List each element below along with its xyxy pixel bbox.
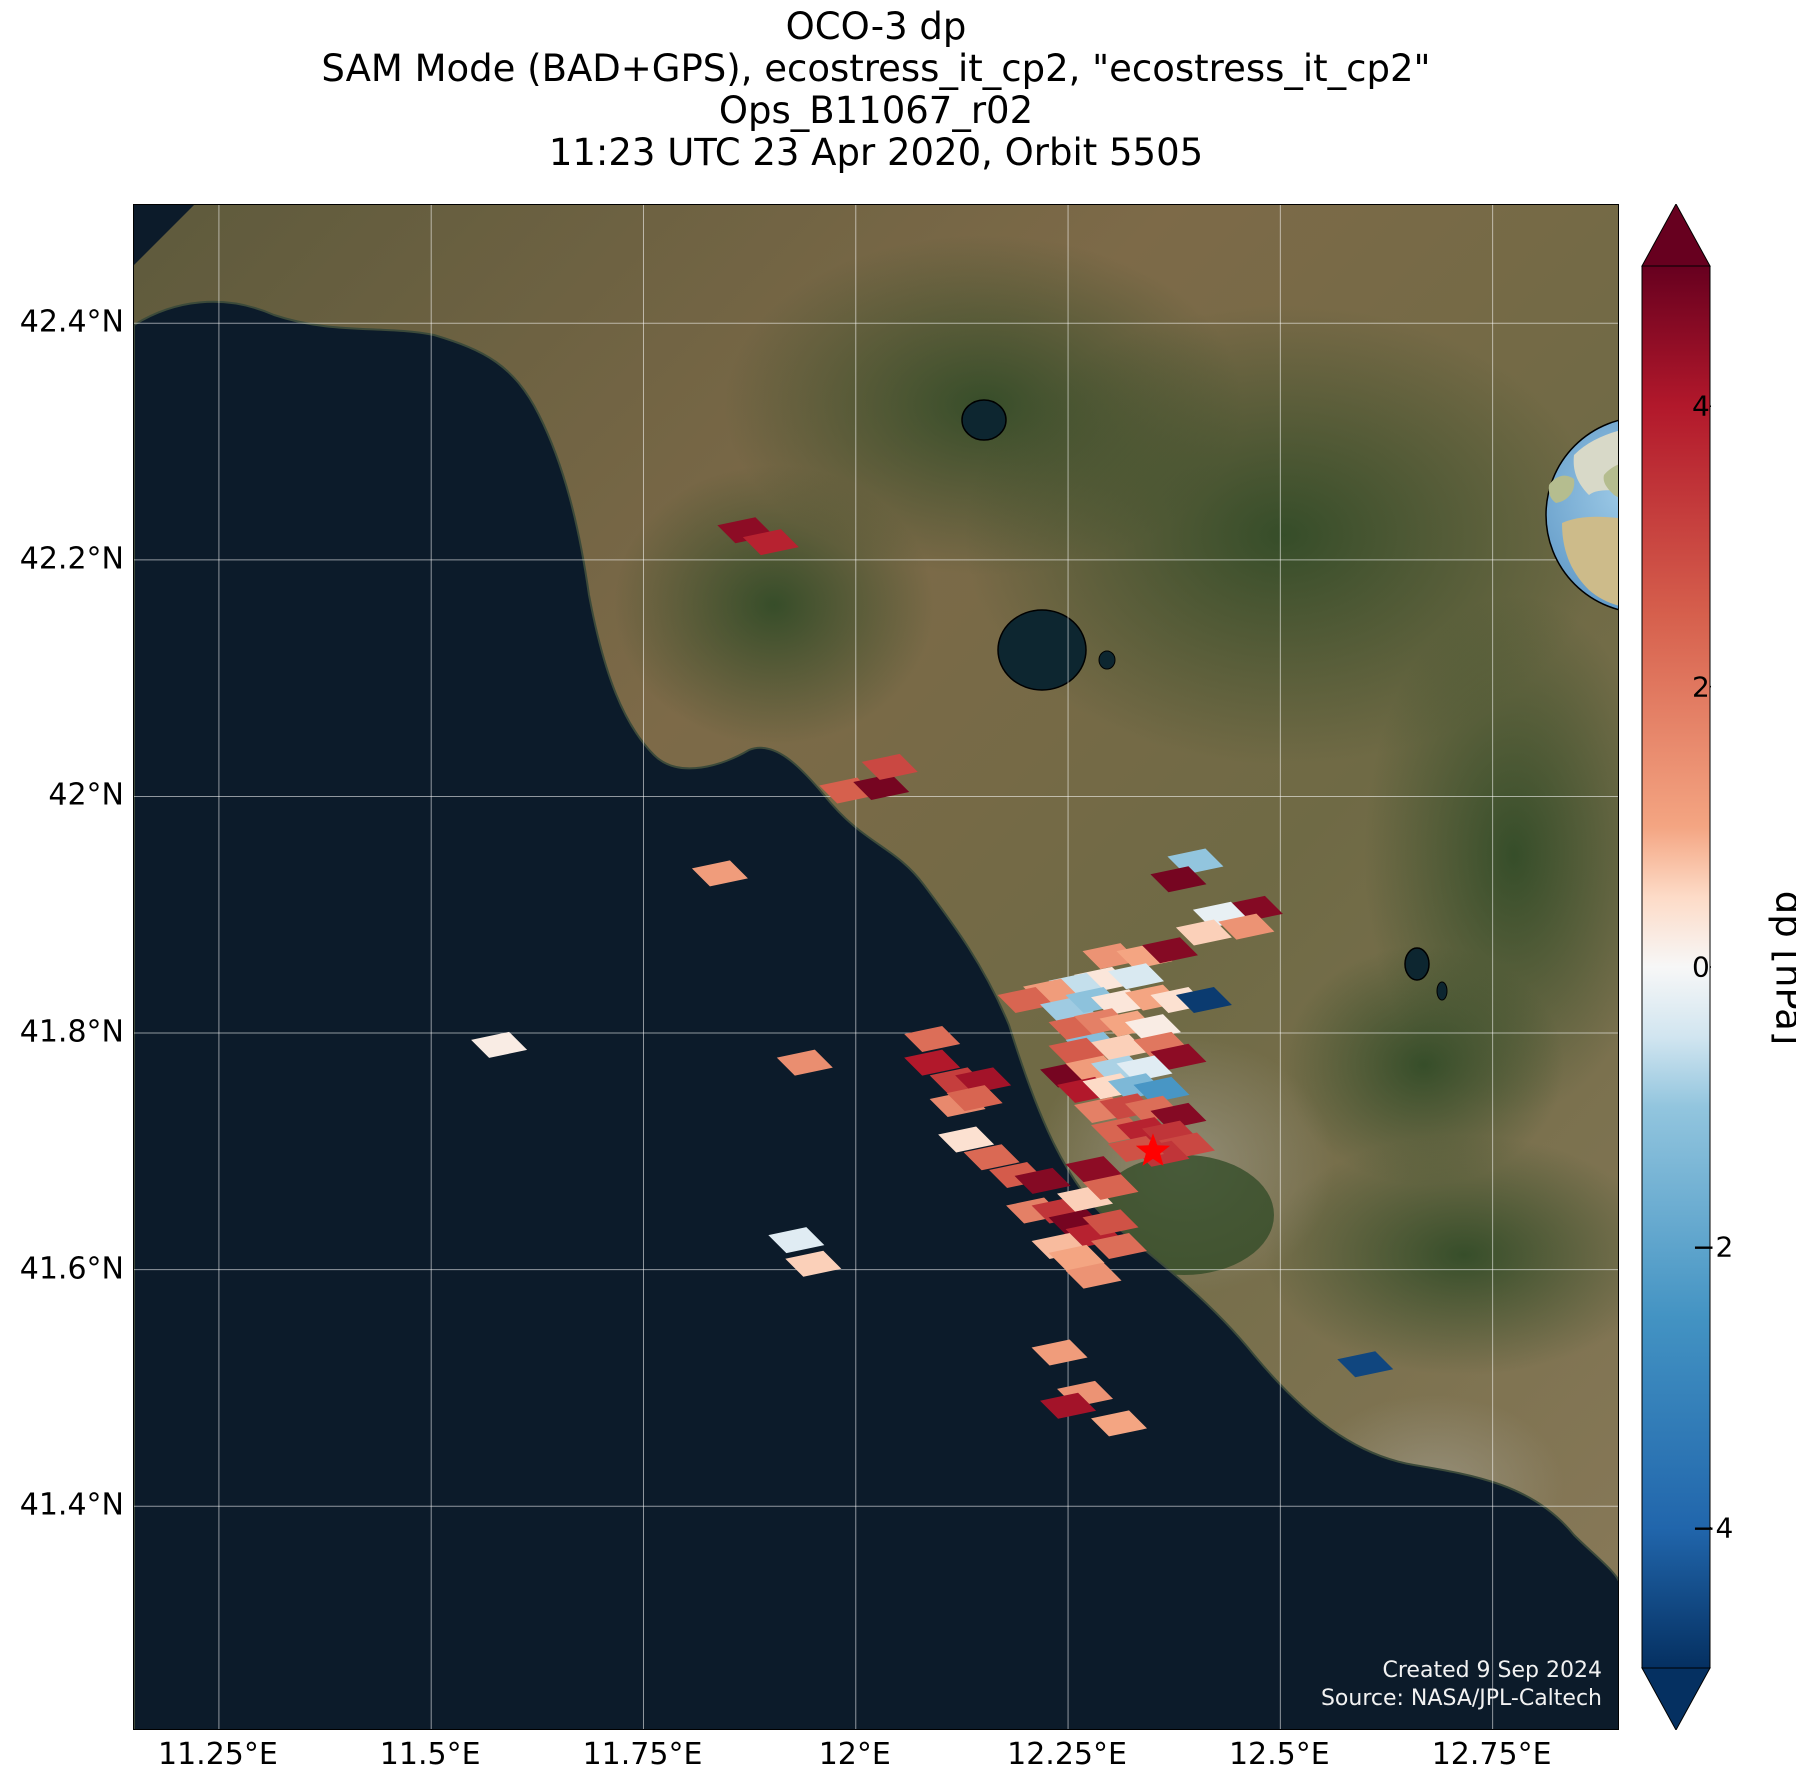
lake-bracciano bbox=[997, 609, 1087, 691]
colorbar-label: dp [hPa] bbox=[1767, 890, 1796, 1046]
sounding-footprint bbox=[691, 860, 748, 887]
sounding-footprint bbox=[742, 529, 799, 556]
x-tick-label: 12.5°E bbox=[1228, 1737, 1330, 1772]
sounding-footprint bbox=[938, 1126, 995, 1153]
credit-created: Created 9 Sep 2024 bbox=[1382, 1658, 1603, 1683]
sounding-footprint bbox=[1150, 1102, 1207, 1129]
y-tick-label: 41.6°N bbox=[19, 1251, 124, 1287]
sounding-footprint bbox=[946, 1085, 1003, 1112]
sounding-footprint bbox=[1065, 1156, 1122, 1183]
sounding-footprint bbox=[853, 774, 910, 801]
chart-title: OCO-3 dp SAM Mode (BAD+GPS), ecostress_i… bbox=[133, 6, 1619, 174]
credit-text: Created 9 Sep 2024 Source: NASA/JPL-Calt… bbox=[1321, 1657, 1618, 1713]
sounding-footprint bbox=[1175, 986, 1232, 1013]
sounding-footprint bbox=[1048, 1037, 1105, 1064]
colorbar-tick-label: 4 bbox=[1692, 389, 1710, 423]
sounding-footprint bbox=[904, 1025, 961, 1052]
lake-albano bbox=[1404, 947, 1430, 981]
title-line-2: SAM Mode (BAD+GPS), ecostress_it_cp2, "e… bbox=[321, 47, 1431, 90]
title-line-3: Ops_B11067_r02 bbox=[718, 89, 1034, 132]
lake-vico bbox=[961, 399, 1007, 441]
sounding-footprint bbox=[1107, 963, 1164, 990]
inset-globe bbox=[1545, 419, 1618, 611]
sounding-footprint bbox=[1014, 1167, 1071, 1194]
sounding-footprint bbox=[1337, 1351, 1394, 1378]
x-tick-label: 11.25°E bbox=[157, 1737, 278, 1772]
sounding-footprint bbox=[904, 1049, 961, 1076]
map-panel: Created 9 Sep 2024 Source: NASA/JPL-Calt… bbox=[133, 204, 1619, 1730]
y-tick-label: 42.2°N bbox=[19, 541, 124, 577]
sounding-footprint bbox=[1141, 937, 1198, 964]
sounding-footprint bbox=[785, 1250, 842, 1277]
forest-area bbox=[1284, 945, 1564, 1185]
x-tick-label: 12.75°E bbox=[1431, 1737, 1552, 1772]
globe-greenland bbox=[1548, 475, 1575, 503]
x-tick-label: 11.75°E bbox=[582, 1737, 703, 1772]
x-tick-label: 12°E bbox=[818, 1737, 891, 1772]
sounding-footprint bbox=[1082, 1209, 1139, 1236]
x-tick-label: 12.25°E bbox=[1007, 1737, 1127, 1772]
sounding-footprint bbox=[1091, 1232, 1148, 1259]
globe-europe-asia bbox=[1603, 464, 1618, 498]
sounding-footprint bbox=[955, 1067, 1012, 1094]
sounding-footprint bbox=[1091, 1034, 1148, 1061]
y-tick-label: 42°N bbox=[48, 777, 124, 813]
sounding-footprint bbox=[861, 753, 918, 780]
globe-africa bbox=[1562, 516, 1618, 606]
sounding-footprint bbox=[1040, 1392, 1097, 1419]
sounding-footprint bbox=[1048, 1244, 1105, 1271]
y-tick-label: 41.8°N bbox=[19, 1014, 124, 1050]
star-icon bbox=[1135, 1133, 1171, 1166]
sounding-footprint bbox=[1031, 1339, 1088, 1366]
title-line-4: 11:23 UTC 23 Apr 2020, Orbit 5505 bbox=[548, 131, 1204, 174]
credit-source: Source: NASA/JPL-Caltech bbox=[1320, 1686, 1602, 1711]
sounding-footprint bbox=[1116, 1055, 1173, 1082]
forest-area bbox=[1264, 1135, 1618, 1375]
sounding-footprint bbox=[776, 1049, 833, 1076]
y-tick-label: 42.4°N bbox=[19, 304, 124, 340]
sounding-footprint bbox=[1218, 913, 1275, 940]
lake-nemi bbox=[1436, 981, 1448, 1001]
sounding-footprint bbox=[1133, 1076, 1190, 1103]
map-canvas bbox=[134, 205, 1618, 1729]
colorbar-tick-label: 0 bbox=[1692, 950, 1710, 984]
y-tick-label: 41.4°N bbox=[19, 1487, 124, 1523]
sea-area bbox=[134, 205, 194, 265]
footprints-layer bbox=[471, 517, 1394, 1437]
colorbar-extend-min bbox=[1641, 1667, 1711, 1730]
title-line-1: OCO-3 dp bbox=[785, 5, 967, 48]
sounding-footprint bbox=[1150, 866, 1207, 893]
x-tick-label: 11.5°E bbox=[379, 1737, 481, 1772]
forest-area bbox=[614, 465, 934, 745]
lake-martignano bbox=[1098, 650, 1116, 670]
colorbar-tick-label: 2 bbox=[1692, 670, 1710, 704]
colorbar-tick-label: −4 bbox=[1692, 1511, 1734, 1545]
colorbar-extend-max bbox=[1641, 204, 1711, 267]
colorbar-tick-label: −2 bbox=[1692, 1230, 1734, 1264]
colorbar bbox=[1641, 204, 1711, 1730]
sounding-footprint bbox=[1091, 1410, 1148, 1437]
sounding-footprint bbox=[1175, 919, 1232, 946]
sounding-footprint bbox=[768, 1227, 825, 1254]
sounding-footprint bbox=[1082, 1173, 1139, 1200]
sounding-footprint bbox=[471, 1031, 528, 1058]
sounding-footprint bbox=[997, 986, 1054, 1013]
sea-area bbox=[134, 300, 1618, 1729]
target-marker-layer bbox=[1135, 1133, 1171, 1166]
sounding-footprint bbox=[963, 1144, 1020, 1171]
sounding-footprint bbox=[1150, 1043, 1207, 1070]
sounding-footprint bbox=[1065, 1262, 1122, 1289]
